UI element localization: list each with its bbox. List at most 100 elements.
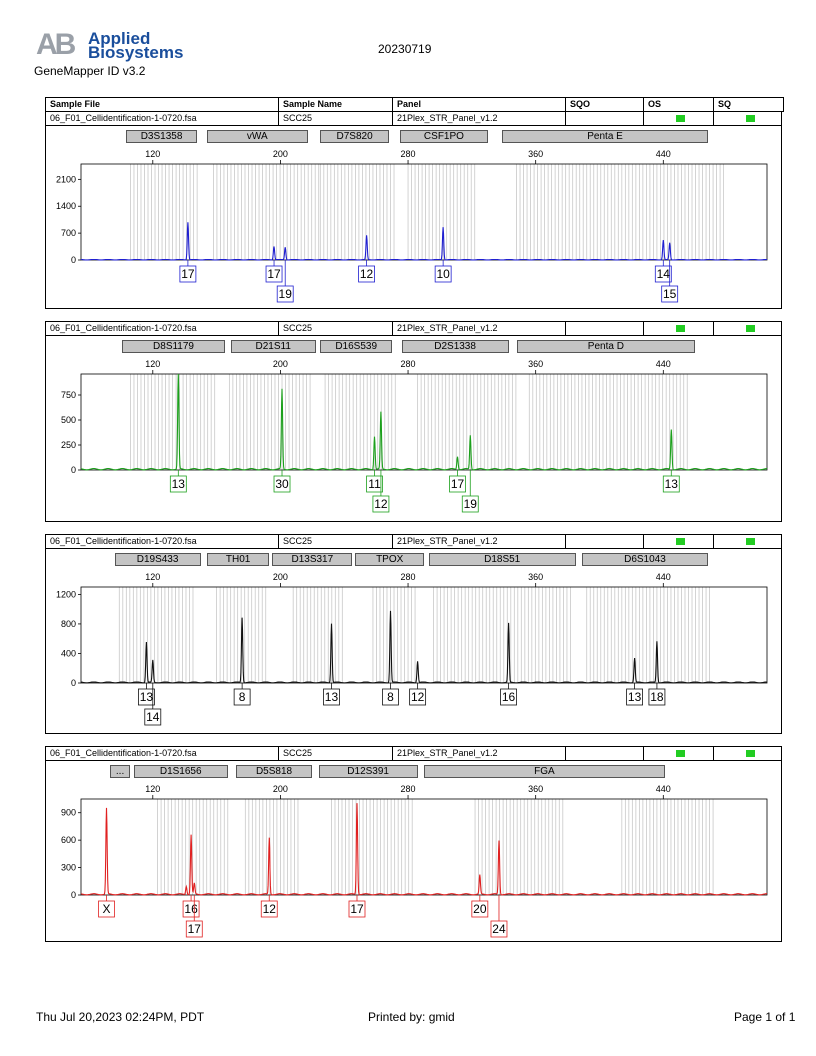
os-cell [643,747,713,760]
marker-box: Penta D [516,340,696,353]
sample-name: SCC25 [278,112,392,125]
os-quality-flag [676,325,685,332]
allele-label-box [366,475,383,493]
allele-label-box [179,265,197,283]
sample-file: 06_F01_Cellidentification-1-0720.fsa [50,323,197,333]
allele-label: 14 [146,710,160,724]
os-quality-flag [676,538,685,545]
allele-label-box [382,688,399,706]
os-cell [643,112,713,125]
allele-label: 17 [350,902,364,916]
marker-box: D16S539 [320,340,393,353]
allele-label-box [449,475,466,493]
panel-name: 21Plex_STR_Panel_v1.2 [392,535,565,548]
allele-label-box [185,920,203,938]
marker-box: FGA [424,765,665,778]
x-tick-label: 120 [145,149,160,159]
sample-file: 06_F01_Cellidentification-1-0720.fsa [50,113,197,123]
allele-label-box [98,900,115,918]
plot-frame [80,373,768,471]
plot-frame [80,586,768,684]
panel-name: 21Plex_STR_Panel_v1.2 [392,747,565,760]
allele-label: 18 [650,690,664,704]
marker-box: D7S820 [320,130,389,143]
y-tick-label: 1200 [56,589,76,599]
sq-quality-flag [746,750,755,757]
x-tick-label: 200 [273,784,288,794]
y-tick-label: 1400 [56,201,76,211]
allele-label-box [260,900,278,918]
sqo-cell [565,112,643,125]
sample-file: 06_F01_Cellidentification-1-0720.fsa [50,748,197,758]
sample-header-table: Sample File Sample Name Panel SQO OS SQ [45,97,784,112]
sample-row: 06_F01_Cellidentification-1-0720.fsa SCC2… [46,112,781,126]
allele-label: 19 [279,287,293,301]
signal-trace [80,373,767,471]
x-tick-label: 280 [401,359,416,369]
allele-label: 8 [387,690,394,704]
electropherogram-plot: 120 200 280 360 440 0 300 600 900 X 16 17 12 17 20 24 [61,784,768,938]
x-tick-label: 440 [656,149,671,159]
sample-name: SCC25 [278,535,392,548]
x-tick-label: 440 [656,359,671,369]
sq-cell [713,112,783,125]
y-tick-label: 250 [61,440,76,450]
allele-label: 15 [663,287,677,301]
marker-box: D8S1179 [122,340,225,353]
print-datetime: Thu Jul 20,2023 02:24PM, PDT [36,1010,205,1024]
allele-label: 11 [368,477,381,491]
allele-label-box [372,495,390,513]
allele-label-box [358,265,375,283]
allele-label-box [273,475,291,493]
report-date: 20230719 [378,42,432,56]
x-tick-label: 360 [528,572,543,582]
allele-label: 13 [172,477,186,491]
y-tick-label: 0 [71,890,76,900]
logo-mark: AB [36,28,76,61]
col-os: OS [643,98,713,111]
electropherogram-panel-green: 06_F01_Cellidentification-1-0720.fsa SCC2… [45,321,782,522]
sq-quality-flag [746,325,755,332]
allele-label-box [144,708,162,726]
marker-box: D1S1656 [133,765,228,778]
x-tick-label: 200 [273,149,288,159]
x-tick-label: 200 [273,359,288,369]
marker-box: D18S51 [428,553,576,566]
allele-label-box [138,688,155,706]
x-tick-label: 120 [145,784,160,794]
allele-label-box [661,285,679,303]
allele-label-box [169,475,187,493]
allele-label: 17 [451,477,465,491]
allele-label: 12 [411,690,425,704]
allele-label: 12 [360,267,374,281]
col-panel: Panel [392,98,565,111]
electropherogram-plot: 120 200 280 360 440 0 400 800 1200 13 14 8 13 8 12 16 13… [56,572,768,726]
y-tick-label: 2100 [56,174,76,184]
os-cell [643,322,713,335]
electropherogram-plot: 120 200 280 360 440 0 250 500 750 13 30 11 12 17 19 13 [61,359,768,513]
sq-cell [713,322,783,335]
marker-box: D2S1338 [401,340,509,353]
panel-name: 21Plex_STR_Panel_v1.2 [392,322,565,335]
allele-label: 17 [188,922,202,936]
sample-row: 06_F01_Cellidentification-1-0720.fsa SCC2… [46,747,781,761]
os-quality-flag [676,750,685,757]
os-cell [643,535,713,548]
allele-label: 14 [657,267,671,281]
electropherogram-panel-black: 06_F01_Cellidentification-1-0720.fsa SCC2… [45,534,782,734]
x-tick-label: 280 [401,784,416,794]
allele-label: X [103,902,111,916]
allele-label: 12 [374,497,388,511]
allele-label-box [662,475,680,493]
x-tick-label: 120 [145,572,160,582]
marker-box: D3S1358 [125,130,198,143]
allele-label-box [434,265,452,283]
allele-label-box [233,688,251,706]
allele-label: 17 [267,267,281,281]
allele-label: 13 [140,690,154,704]
col-sample-file: Sample File [50,99,101,109]
marker-box: ... [109,765,131,778]
marker-box: D13S317 [272,553,353,566]
col-sq: SQ [713,98,783,111]
allele-label: 12 [263,902,277,916]
